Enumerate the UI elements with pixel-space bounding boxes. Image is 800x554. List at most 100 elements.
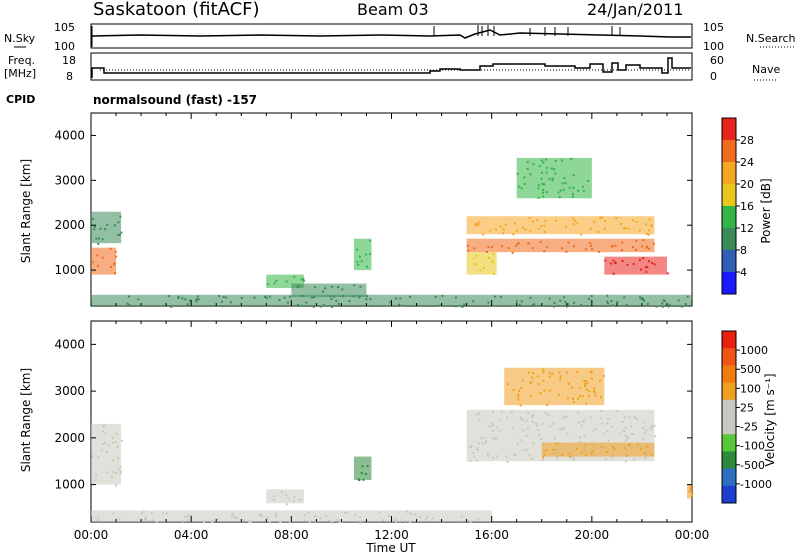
- velocity-range-cell: [592, 429, 595, 432]
- power-range-cell: [91, 217, 94, 220]
- power-range-cell: [92, 261, 95, 264]
- power-range-cell: [634, 248, 637, 251]
- velocity-range-cell: [623, 416, 626, 419]
- power-range-cell: [463, 303, 466, 306]
- velocity-range-cell: [549, 425, 552, 428]
- power-range-cell: [515, 244, 518, 247]
- velocity-range-cell: [119, 466, 122, 469]
- power-range-cell: [348, 300, 351, 303]
- velocity-range-cell: [186, 518, 189, 521]
- power-range-cell: [181, 297, 184, 300]
- power-range-cell: [567, 241, 570, 244]
- power-range-cell: [614, 262, 617, 265]
- power-range-cell: [646, 245, 649, 248]
- velocity-range-cell: [643, 452, 646, 455]
- velocity-range-cell: [506, 383, 509, 386]
- power-range-cell: [558, 196, 561, 199]
- velocity-colorbar-segment: [722, 485, 736, 504]
- velocity-range-cell: [636, 443, 639, 446]
- power-range-cell: [285, 280, 288, 283]
- velocity-colorbar-segment: [722, 365, 736, 384]
- power-range-cell: [119, 215, 122, 218]
- power-range-cell: [518, 303, 521, 306]
- power-range-cell: [485, 250, 488, 253]
- power-range-cell: [640, 268, 643, 271]
- power-range-cell: [539, 240, 542, 243]
- power-range-cell: [365, 265, 368, 268]
- power-range-cell: [177, 295, 180, 298]
- power-range-cell: [483, 267, 486, 270]
- velocity-range-cell: [541, 422, 544, 425]
- velocity-range-cell: [506, 460, 509, 463]
- velocity-range-cell: [618, 432, 621, 435]
- power-range-cell: [195, 298, 198, 301]
- velocity-range-cell: [100, 449, 103, 452]
- power-range-cell: [540, 177, 543, 180]
- power-range-cell: [113, 263, 116, 266]
- velocity-range-cell: [562, 427, 565, 430]
- power-region-fill: [604, 256, 667, 275]
- velocity-range-cell: [615, 409, 618, 412]
- velocity-range-cell: [559, 427, 562, 430]
- power-range-cell: [399, 297, 402, 300]
- power-range-cell: [587, 297, 590, 300]
- noise-tick-left-bottom: 100: [54, 40, 75, 53]
- power-range-cell: [584, 248, 587, 251]
- velocity-range-cell: [688, 490, 691, 493]
- time-tick-label: 12:00: [374, 528, 409, 542]
- velocity-range-cell: [542, 371, 545, 374]
- power-range-cell: [529, 296, 532, 299]
- power-range-cell: [543, 250, 546, 253]
- power-range-cell: [302, 279, 305, 282]
- velocity-range-cell: [106, 471, 109, 474]
- power-range-cell: [580, 233, 583, 236]
- velocity-range-cell: [478, 418, 481, 421]
- velocity-range-cell: [548, 372, 551, 375]
- power-range-cell: [620, 249, 623, 252]
- power-range-cell: [114, 250, 117, 253]
- velocity-range-cell: [419, 515, 422, 518]
- velocity-range-cell: [690, 493, 693, 496]
- power-range-cell: [196, 295, 199, 298]
- velocity-range-cell: [470, 445, 473, 448]
- power-range-cell: [356, 260, 359, 263]
- power-range-cell: [648, 218, 651, 221]
- power-range-cell: [571, 217, 574, 220]
- power-range-cell: [507, 247, 510, 250]
- power-range-cell: [475, 254, 478, 257]
- velocity-range-cell: [531, 420, 534, 423]
- power-range-cell: [495, 228, 498, 231]
- velocity-range-cell: [477, 518, 480, 521]
- power-ytick-label: 3000: [54, 173, 85, 187]
- power-range-cell: [607, 302, 610, 305]
- power-range-cell: [623, 296, 626, 299]
- velocity-range-cell: [405, 510, 408, 513]
- velocity-range-cell: [566, 371, 569, 374]
- noise-tick-right-top: 105: [703, 21, 724, 34]
- power-range-cell: [218, 295, 221, 298]
- power-region-fill: [353, 238, 372, 271]
- power-range-cell: [599, 216, 602, 219]
- velocity-ytick-label: 2000: [54, 431, 85, 445]
- power-range-cell: [542, 188, 545, 191]
- velocity-range-cell: [469, 520, 472, 523]
- power-range-cell: [499, 225, 502, 228]
- power-range-cell: [606, 294, 609, 297]
- velocity-range-cell: [577, 411, 580, 414]
- power-range-cell: [544, 158, 547, 161]
- velocity-range-cell: [475, 459, 478, 462]
- noise-trace: [91, 29, 691, 39]
- velocity-range-cell: [566, 397, 569, 400]
- power-range-cell: [545, 191, 548, 194]
- velocity-range-cell: [112, 470, 115, 473]
- velocity-range-cell: [313, 515, 316, 518]
- power-range-cell: [120, 231, 123, 234]
- power-range-cell: [357, 263, 360, 266]
- power-range-cell: [369, 252, 372, 255]
- cpid-label: CPID: [6, 93, 35, 106]
- velocity-range-cell: [162, 512, 165, 515]
- power-range-cell: [581, 185, 584, 188]
- freq-tick-top: 18: [62, 54, 76, 67]
- power-range-cell: [526, 167, 529, 170]
- power-range-cell: [321, 290, 324, 293]
